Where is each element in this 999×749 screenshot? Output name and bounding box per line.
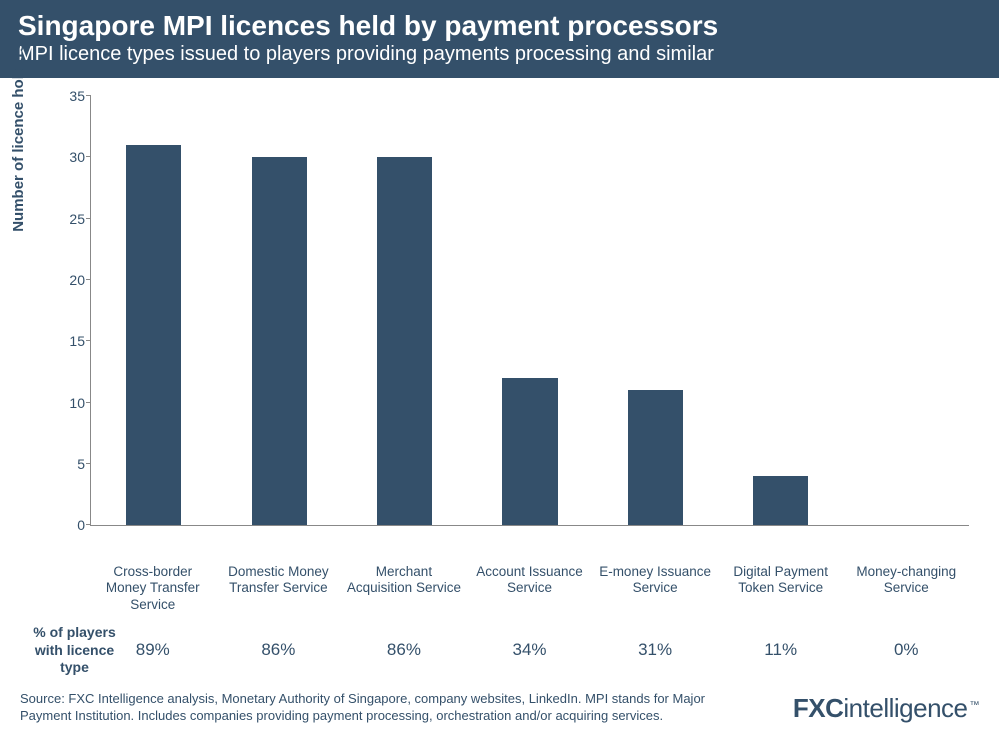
bar (628, 390, 683, 525)
bar-slot (342, 96, 467, 525)
y-tick-mark (86, 340, 91, 341)
x-tick-label: Merchant Acquisition Service (341, 564, 467, 615)
y-tick-label: 20 (51, 272, 85, 288)
logo-tm: ™ (970, 700, 980, 711)
logo-rest: intelligence (843, 693, 967, 723)
bar (502, 378, 557, 525)
y-tick-mark (86, 463, 91, 464)
percent-value: 86% (341, 640, 467, 660)
source-text: Source: FXC Intelligence analysis, Monet… (20, 691, 740, 725)
page-title: Singapore MPI licences held by payment p… (18, 10, 981, 42)
bar (126, 145, 181, 525)
y-axis-label: Number of licence holders (10, 44, 27, 232)
bar-slot (91, 96, 216, 525)
bars-container (91, 96, 969, 525)
bar-slot (593, 96, 718, 525)
bar (377, 157, 432, 525)
bar-chart: Number of licence holders 05101520253035… (20, 96, 979, 556)
plot-area: 05101520253035 (90, 96, 969, 526)
y-tick-mark (86, 218, 91, 219)
x-tick-label: Cross-border Money Transfer Service (90, 564, 216, 615)
percent-value: 89% (90, 640, 216, 660)
percent-value: 86% (216, 640, 342, 660)
y-tick-label: 0 (51, 517, 85, 533)
y-tick-label: 25 (51, 211, 85, 227)
y-tick-mark (86, 279, 91, 280)
percent-value: 0% (843, 640, 969, 660)
y-tick-mark (86, 95, 91, 96)
percent-values: 89%86%86%34%31%11%0% (90, 640, 969, 660)
footer: Source: FXC Intelligence analysis, Monet… (20, 691, 979, 725)
bar (753, 476, 808, 525)
x-tick-label: E-money Issuance Service (592, 564, 718, 615)
x-tick-label: Money-changing Service (843, 564, 969, 615)
percent-value: 31% (592, 640, 718, 660)
x-tick-label: Domestic Money Transfer Service (216, 564, 342, 615)
y-tick-mark (86, 156, 91, 157)
bar-slot (844, 96, 969, 525)
header: Singapore MPI licences held by payment p… (0, 0, 999, 78)
y-tick-label: 30 (51, 149, 85, 165)
y-tick-mark (86, 402, 91, 403)
x-axis-labels: Cross-border Money Transfer ServiceDomes… (90, 564, 969, 615)
percent-value: 11% (718, 640, 844, 660)
y-tick-label: 35 (51, 88, 85, 104)
y-tick-mark (86, 524, 91, 525)
x-tick-label: Digital Payment Token Service (718, 564, 844, 615)
y-tick-label: 5 (51, 456, 85, 472)
y-tick-label: 15 (51, 333, 85, 349)
bar-slot (216, 96, 341, 525)
page-subtitle: MPI licence types issued to players prov… (18, 42, 981, 66)
bar-slot (467, 96, 592, 525)
logo-bold: FXC (793, 693, 844, 723)
percent-value: 34% (467, 640, 593, 660)
bar-slot (718, 96, 843, 525)
bar (252, 157, 307, 525)
fxc-logo: FXCintelligence™ (793, 693, 979, 724)
y-tick-label: 10 (51, 395, 85, 411)
x-tick-label: Account Issuance Service (467, 564, 593, 615)
percent-row: % of players with licence type 89%86%86%… (20, 624, 979, 677)
